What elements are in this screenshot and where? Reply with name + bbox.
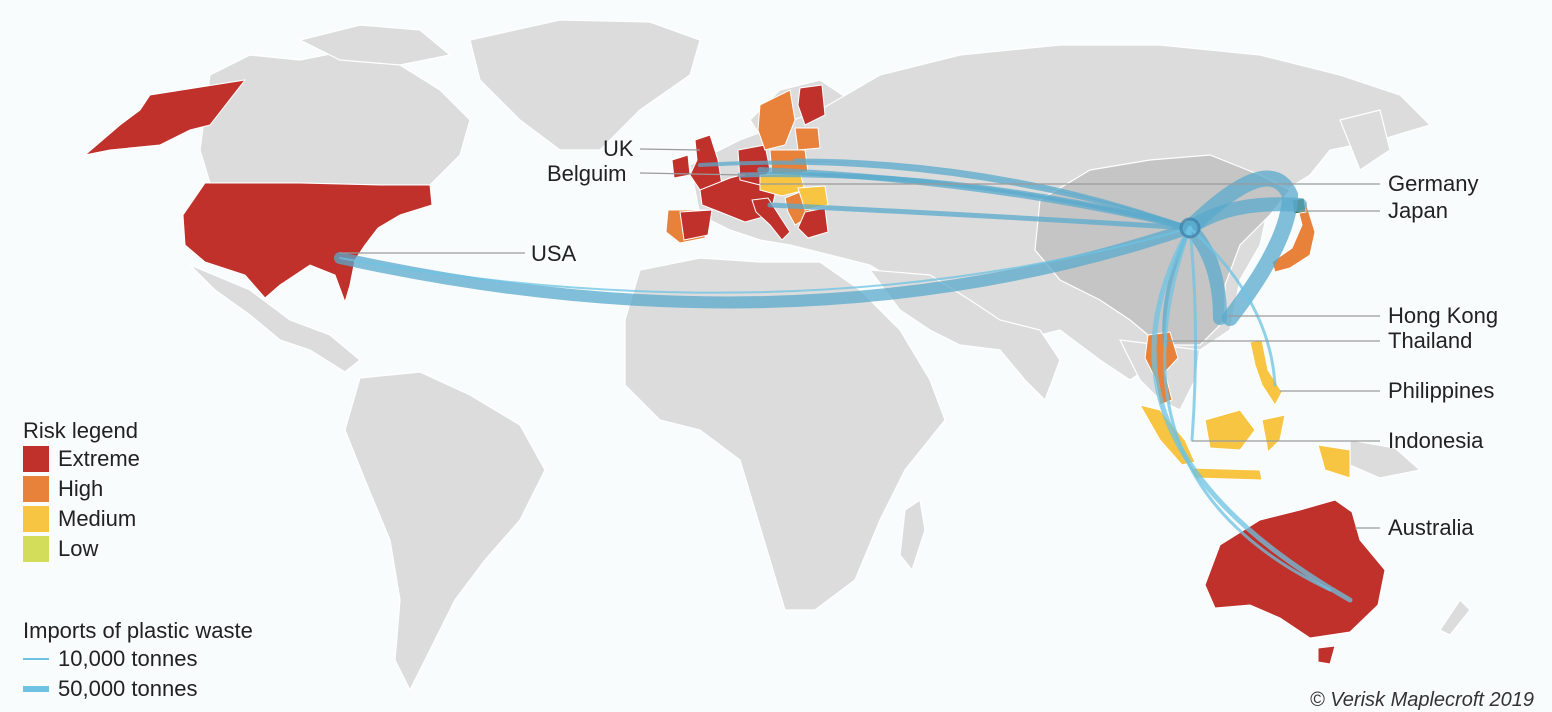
land-arctic-islands [298,24,452,66]
country-scandinavia-high [757,89,796,151]
country-ireland [671,154,691,179]
flow-philippines [1188,226,1277,387]
credit-text: © Verisk Maplecroft 2019 [1309,689,1534,711]
country-finland [797,84,826,126]
leader-belgium [639,172,746,176]
risk-legend: Risk legend Extreme High Medium Low [23,418,140,564]
swatch-high [23,476,49,502]
flow-usa-thin [339,227,1191,294]
label-japan: Japan [1388,198,1448,223]
label-philippines: Philippines [1388,378,1495,403]
land-ne-asia [1339,109,1391,171]
land-greenland [469,19,701,151]
land-mexico [189,264,361,373]
country-romania [797,185,829,211]
country-tasmania [1317,645,1336,665]
country-baltics [794,127,821,151]
country-indonesia-sulawesi [1261,414,1286,454]
legend-item-high: High [23,474,140,504]
risk-legend-title: Risk legend [23,418,138,443]
legend-label-high: High [58,476,104,501]
legend-label-medium: Medium [58,506,137,531]
label-australia: Australia [1388,515,1474,540]
flow-australia-2 [1163,226,1332,592]
label-hong-kong: Hong Kong [1388,303,1499,328]
china-hub [1179,217,1201,239]
imports-label-small: 10,000 tonnes [58,646,198,671]
flow-poland [793,158,1192,230]
flow-japan [1182,170,1299,326]
country-australia [1204,499,1386,639]
risk-layer [83,79,1386,665]
swatch-extreme [23,446,49,472]
swatch-low [23,536,49,562]
imports-label-large: 50,000 tonnes [58,676,198,701]
leader-lines [340,148,1380,529]
imports-item-large: 50,000 tonnes [23,674,253,704]
imports-legend: Imports of plastic waste 10,000 tonnes 5… [23,618,253,704]
land-africa [624,257,946,611]
legend-label-low: Low [58,536,99,561]
country-philippines [1249,339,1283,406]
imports-item-small: 10,000 tonnes [23,644,253,674]
country-indonesia-borneo [1204,409,1256,451]
label-germany: Germany [1388,171,1479,196]
label-thailand: Thailand [1388,328,1473,353]
land-south-asia [868,269,1061,402]
land-canada [199,49,471,186]
label-usa: USA [531,241,577,266]
country-italy [751,197,791,241]
country-japan [1271,197,1316,273]
leader-uk [639,148,701,151]
flow-layer [334,158,1353,603]
legend-item-extreme: Extreme [23,444,140,474]
land-south-america [344,371,546,692]
flow-indonesia [1188,226,1198,442]
legend-item-low: Low [23,534,140,564]
flow-germany [757,167,1193,231]
label-indonesia: Indonesia [1388,428,1484,453]
flow-australia [1151,225,1353,603]
flow-usa [334,222,1196,309]
label-uk: UK [603,136,634,161]
line-swatch-thin [23,658,49,660]
flow-italy [767,202,1193,231]
legend-item-medium: Medium [23,504,140,534]
legend-label-extreme: Extreme [58,446,140,471]
label-belgium: Belguim [547,161,627,186]
country-indonesia-papua [1317,444,1351,479]
land-madagascar [899,498,926,572]
line-swatch-thick [23,686,49,692]
flow-uk [698,160,1192,230]
country-alaska [83,79,247,156]
land-new-zealand [1439,599,1471,636]
imports-legend-title: Imports of plastic waste [23,618,253,643]
country-usa [182,182,433,304]
swatch-medium [23,506,49,532]
country-spain [679,209,713,241]
